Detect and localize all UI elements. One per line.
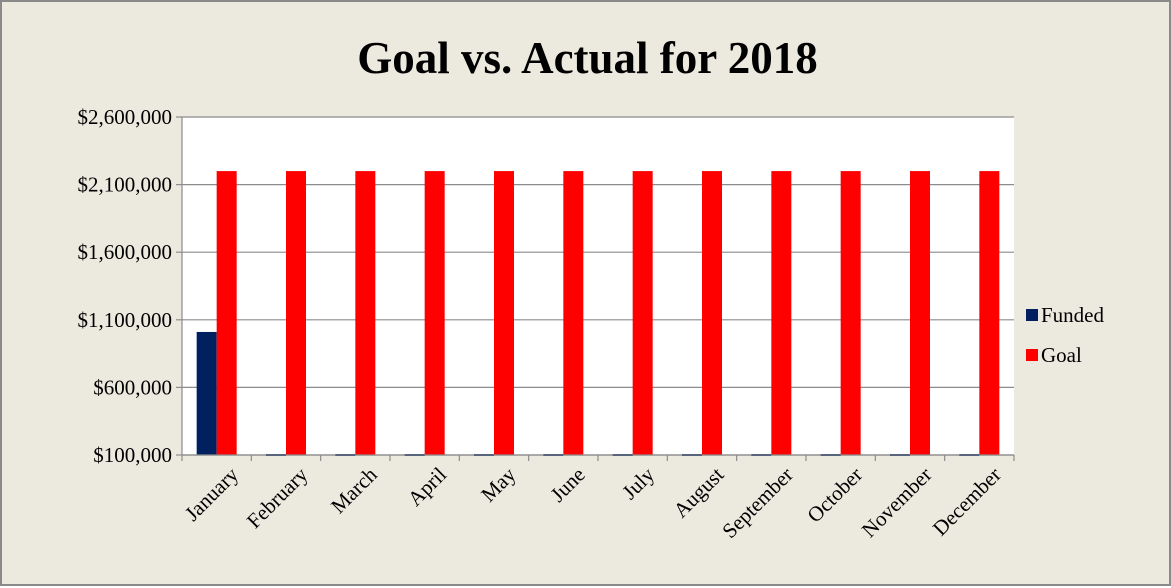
x-tick-label: July: [617, 462, 659, 504]
legend-label-funded: Funded: [1041, 302, 1104, 327]
bar-goal-august: [702, 171, 722, 455]
x-tick-label: May: [476, 462, 521, 507]
bar-goal-june: [563, 171, 584, 455]
bar-goal-december: [979, 171, 1000, 455]
x-tick-label: August: [669, 462, 729, 522]
y-tick-label: $600,000: [93, 375, 172, 399]
x-tick-label: September: [717, 462, 797, 542]
y-tick-label: $2,600,000: [78, 105, 173, 129]
legend: Funded Goal: [1026, 302, 1104, 382]
bar-goal-february: [286, 171, 306, 455]
x-tick-label: December: [928, 462, 1006, 540]
x-tick-label: October: [802, 462, 867, 527]
bar-goal-november: [910, 171, 930, 455]
bar-goal-october: [840, 171, 861, 455]
bar-goal-july: [632, 171, 653, 455]
x-tick-label: April: [403, 462, 451, 510]
y-axis-ticks: $100,000 $600,000 $1,100,000 $1,600,000 $2,1…: [78, 105, 182, 467]
bar-goal-may: [494, 171, 514, 455]
x-tick-label: November: [857, 462, 937, 542]
y-tick-label: $1,600,000: [78, 240, 173, 264]
legend-swatch-funded: [1026, 309, 1038, 321]
plot-area: [182, 117, 1014, 455]
bar-goal-january: [216, 171, 237, 455]
chart-title: Goal vs. Actual for 2018: [357, 33, 818, 83]
legend-item-funded: Funded: [1026, 302, 1104, 328]
bar-funded-january: [196, 331, 217, 455]
x-tick-label: June: [546, 462, 590, 506]
x-tick-label: March: [326, 462, 382, 518]
bar-goal-april: [424, 171, 445, 455]
legend-label-goal: Goal: [1041, 342, 1082, 367]
y-tick-label: $1,100,000: [78, 308, 173, 332]
legend-swatch-goal: [1026, 349, 1038, 361]
bar-goal-march: [355, 171, 376, 455]
bars: [196, 171, 1000, 456]
x-tick-label: January: [180, 462, 244, 526]
y-tick-label: $2,100,000: [78, 173, 173, 197]
x-tick-label: February: [242, 462, 313, 533]
y-tick-label: $100,000: [93, 443, 172, 467]
legend-item-goal: Goal: [1026, 342, 1104, 368]
bar-goal-september: [771, 171, 792, 455]
